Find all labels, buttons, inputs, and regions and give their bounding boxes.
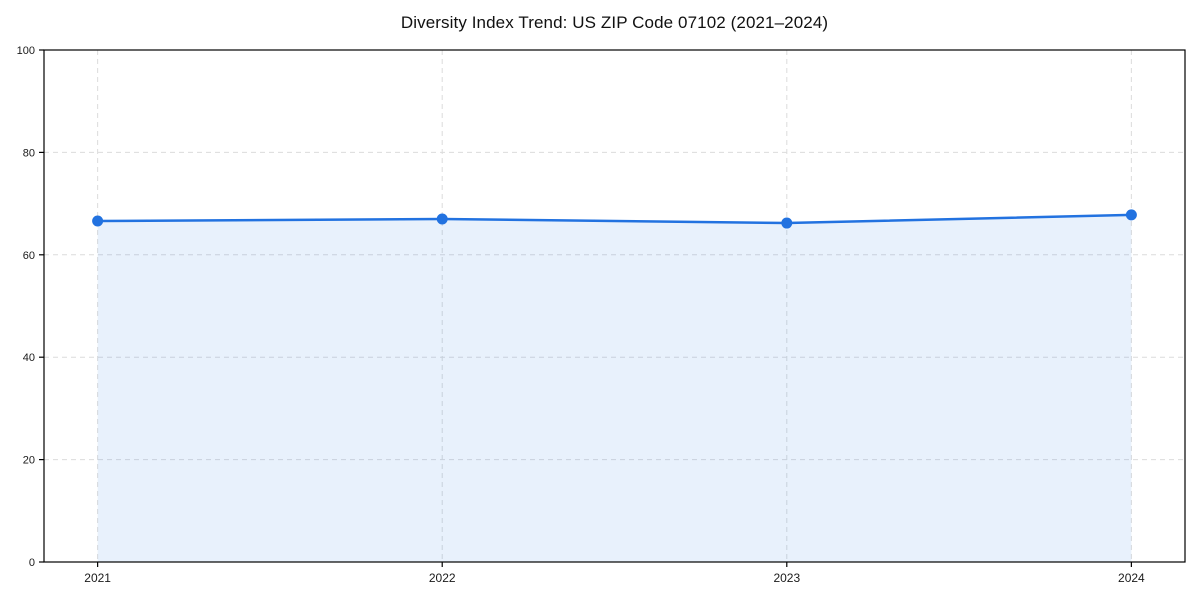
x-axis-tick-label: 2024	[1118, 571, 1145, 585]
y-axis-tick-label: 100	[17, 45, 35, 57]
x-axis-tick-label: 2022	[429, 571, 456, 585]
chart-title: Diversity Index Trend: US ZIP Code 07102…	[400, 13, 829, 32]
data-point	[1125, 209, 1137, 221]
x-axis-tick-label: 2021	[84, 571, 111, 585]
y-axis-tick-label: 20	[23, 455, 35, 467]
data-point	[781, 217, 793, 229]
data-point	[436, 213, 448, 225]
y-axis-tick-label: 60	[23, 250, 35, 262]
data-point	[92, 215, 104, 227]
y-axis-tick-label: 0	[29, 557, 35, 569]
area-fill	[97, 214, 1132, 562]
y-axis-tick-label: 80	[23, 147, 35, 159]
y-axis-tick-label: 40	[23, 352, 35, 364]
plot-border	[43, 49, 1186, 563]
x-axis-tick-label: 2023	[773, 571, 800, 585]
trend-line	[96, 213, 1133, 225]
